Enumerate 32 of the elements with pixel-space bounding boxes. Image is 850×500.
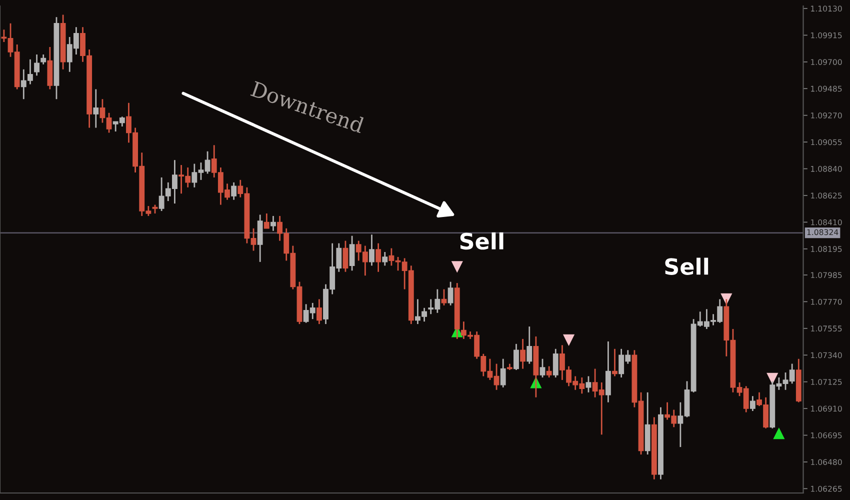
candlestick	[257, 214, 263, 263]
candlestick	[231, 182, 237, 200]
candlestick	[586, 376, 592, 394]
candlestick	[526, 326, 532, 364]
candlestick	[441, 288, 447, 306]
annotation: Sell	[460, 232, 504, 250]
candlestick	[540, 358, 546, 378]
candlestick	[369, 234, 374, 266]
candlestick	[500, 358, 506, 388]
candlestick	[514, 343, 519, 371]
candlestick	[546, 366, 552, 378]
candlestick	[612, 348, 618, 377]
candlestick	[264, 212, 270, 230]
candlestick	[342, 240, 348, 273]
point	[766, 372, 778, 385]
candlestick	[349, 235, 355, 272]
point	[773, 428, 785, 440]
annotation: Sell	[665, 258, 708, 275]
candlestick	[448, 281, 454, 306]
candlestick	[376, 242, 382, 273]
point	[451, 261, 463, 273]
candlestick	[520, 338, 526, 370]
candlestick	[34, 54, 40, 76]
point	[562, 334, 575, 346]
candlestick	[93, 88, 99, 128]
candlestick	[750, 395, 756, 412]
candlestick	[40, 54, 46, 66]
candlestick	[552, 348, 558, 378]
candlestick	[316, 298, 322, 325]
candlestick	[605, 340, 611, 404]
candlestick	[382, 251, 388, 266]
candlestick	[270, 215, 276, 232]
